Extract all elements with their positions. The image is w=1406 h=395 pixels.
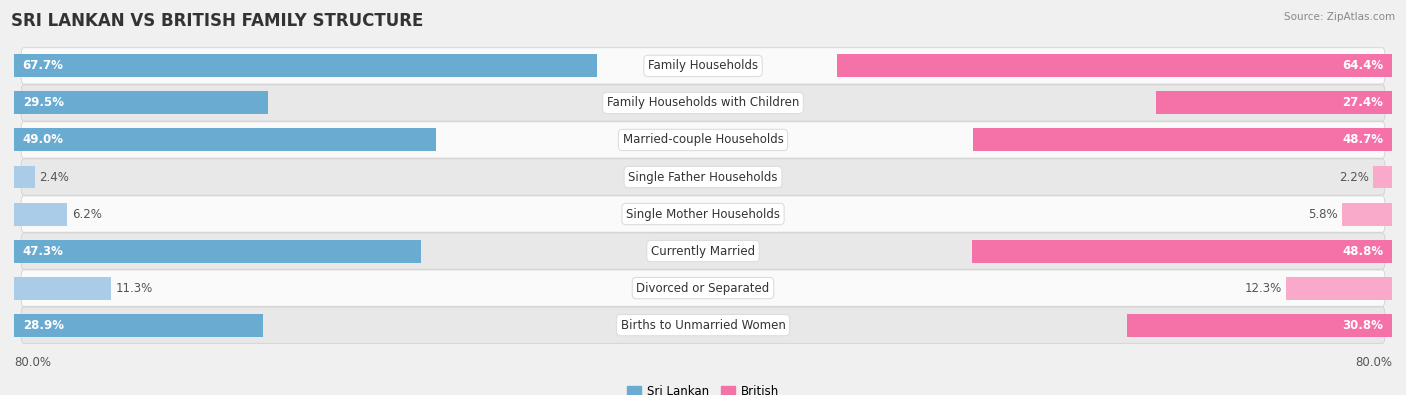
Text: 11.3%: 11.3% xyxy=(115,282,153,295)
Text: Single Mother Households: Single Mother Households xyxy=(626,207,780,220)
Text: 80.0%: 80.0% xyxy=(1355,356,1392,369)
FancyBboxPatch shape xyxy=(21,233,1385,269)
Text: Births to Unmarried Women: Births to Unmarried Women xyxy=(620,319,786,332)
Text: Married-couple Households: Married-couple Households xyxy=(623,134,783,147)
FancyBboxPatch shape xyxy=(21,85,1385,121)
Bar xyxy=(1286,276,1392,299)
FancyBboxPatch shape xyxy=(21,270,1385,306)
Text: Source: ZipAtlas.com: Source: ZipAtlas.com xyxy=(1284,12,1395,22)
Legend: Sri Lankan, British: Sri Lankan, British xyxy=(621,380,785,395)
Text: 64.4%: 64.4% xyxy=(1343,59,1384,72)
Bar xyxy=(14,166,35,188)
Text: 5.8%: 5.8% xyxy=(1308,207,1337,220)
Text: 12.3%: 12.3% xyxy=(1244,282,1282,295)
Text: 49.0%: 49.0% xyxy=(22,134,63,147)
Text: Currently Married: Currently Married xyxy=(651,245,755,258)
Bar xyxy=(14,203,67,226)
Text: 80.0%: 80.0% xyxy=(14,356,51,369)
Text: 48.7%: 48.7% xyxy=(1343,134,1384,147)
Text: 29.5%: 29.5% xyxy=(22,96,63,109)
FancyBboxPatch shape xyxy=(21,196,1385,232)
Text: 27.4%: 27.4% xyxy=(1343,96,1384,109)
Bar xyxy=(1126,314,1392,337)
Bar xyxy=(14,92,269,115)
Bar xyxy=(14,240,422,263)
Text: 2.4%: 2.4% xyxy=(39,171,69,184)
Text: 6.2%: 6.2% xyxy=(72,207,101,220)
Text: 30.8%: 30.8% xyxy=(1343,319,1384,332)
Text: 48.8%: 48.8% xyxy=(1343,245,1384,258)
Text: 28.9%: 28.9% xyxy=(22,319,63,332)
Bar xyxy=(14,55,598,77)
Bar xyxy=(14,314,263,337)
Text: Family Households with Children: Family Households with Children xyxy=(607,96,799,109)
Text: Single Father Households: Single Father Households xyxy=(628,171,778,184)
FancyBboxPatch shape xyxy=(21,307,1385,343)
Bar xyxy=(14,128,436,151)
Bar xyxy=(14,276,111,299)
Text: 67.7%: 67.7% xyxy=(22,59,63,72)
FancyBboxPatch shape xyxy=(21,159,1385,195)
Bar xyxy=(838,55,1392,77)
FancyBboxPatch shape xyxy=(21,122,1385,158)
Text: Family Households: Family Households xyxy=(648,59,758,72)
Text: SRI LANKAN VS BRITISH FAMILY STRUCTURE: SRI LANKAN VS BRITISH FAMILY STRUCTURE xyxy=(11,12,423,30)
Bar xyxy=(1341,203,1392,226)
Text: Divorced or Separated: Divorced or Separated xyxy=(637,282,769,295)
Bar xyxy=(1374,166,1392,188)
FancyBboxPatch shape xyxy=(21,48,1385,84)
Bar xyxy=(1156,92,1392,115)
Text: 47.3%: 47.3% xyxy=(22,245,63,258)
Text: 2.2%: 2.2% xyxy=(1339,171,1368,184)
Bar xyxy=(972,240,1392,263)
Bar xyxy=(973,128,1392,151)
